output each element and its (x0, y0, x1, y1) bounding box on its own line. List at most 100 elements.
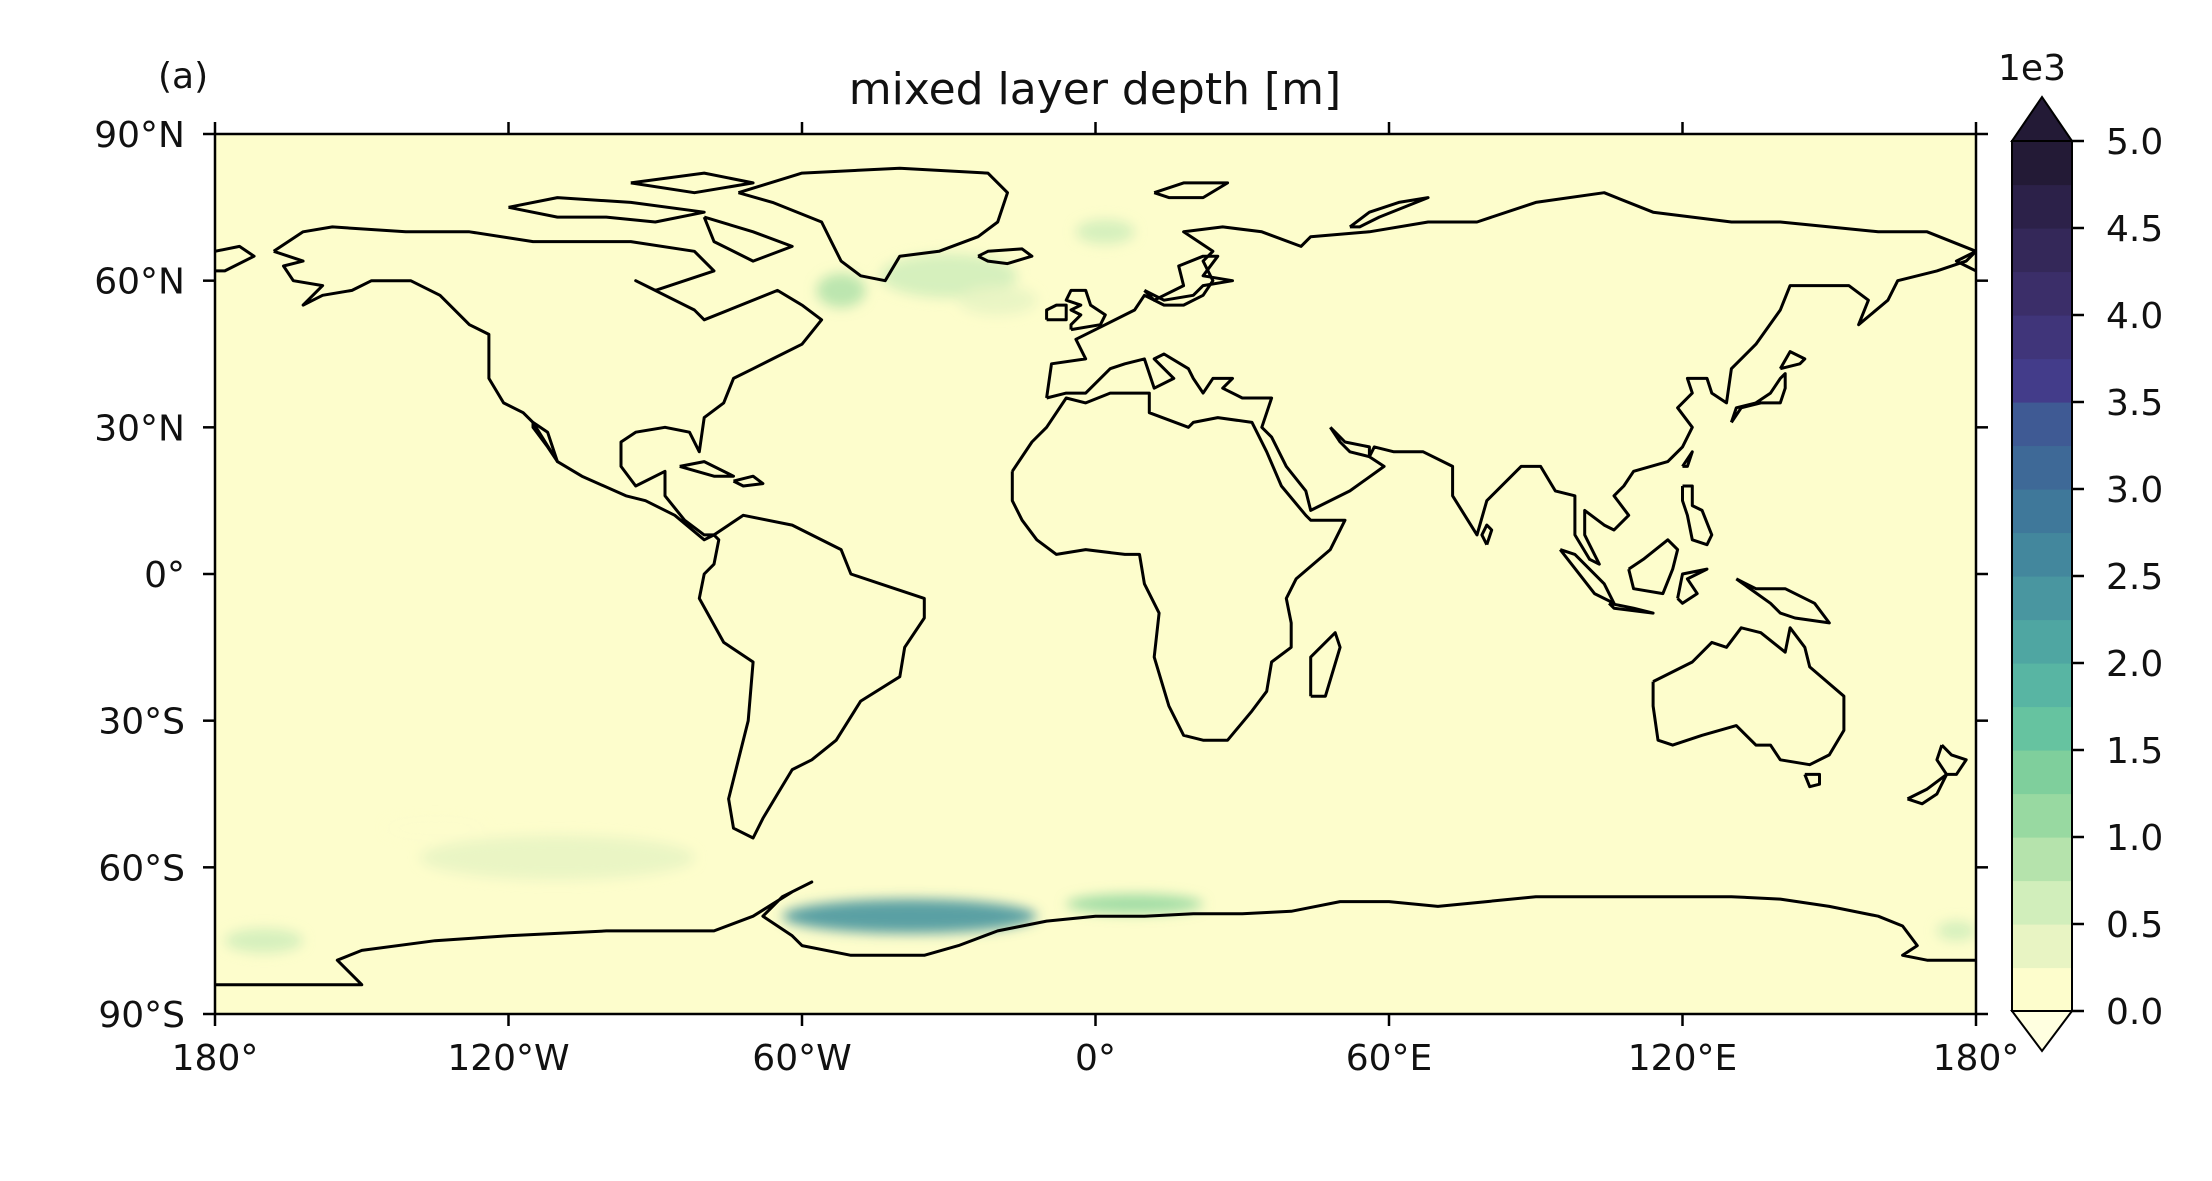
coastline-segment (1906, 772, 1949, 806)
lat-tick-label: 30°S (98, 702, 185, 743)
coastline-segment (215, 244, 256, 273)
colorbar-ticks: 5.0 4.5 4.0 3.5 3.0 2.5 2.0 1.5 1.0 0.5 0.0 (2072, 122, 2163, 1033)
coastline-segment (272, 225, 824, 542)
colorbar-level (2012, 532, 2072, 577)
coastline-segment (732, 474, 765, 488)
lat-tick-label: 90°N (94, 115, 185, 156)
coastline-segment (1627, 538, 1680, 596)
lon-tick-label: 120°E (1628, 1038, 1737, 1079)
mld-patch (420, 835, 695, 880)
map-background (215, 134, 1976, 1014)
lat-tick-label: 60°S (98, 848, 185, 889)
map-title: mixed layer depth [m] (849, 64, 1341, 115)
panel-label: (a) (158, 56, 208, 97)
colorbar-level (2012, 793, 2072, 838)
colorbar-over-triangle (2010, 95, 2074, 142)
latitude-axis: 90°N 60°N 30°N 0° 30°S 60°S 90°S (94, 115, 1988, 1036)
mld-patch (782, 899, 1037, 934)
colorbar-level (2012, 445, 2072, 490)
lat-tick-label: 90°S (98, 995, 185, 1036)
coastline-segment (1309, 631, 1342, 698)
mld-patch (1075, 219, 1135, 244)
colorbar-level (2012, 663, 2072, 708)
mld-patch (386, 818, 485, 838)
colorbar-tick-label: 3.0 (2106, 470, 2163, 511)
colorbar-level (2012, 271, 2072, 316)
colorbar-level (2012, 880, 2072, 925)
colorbar-tick-label: 2.5 (2106, 557, 2163, 598)
colorbar-under-triangle (2010, 1010, 2074, 1053)
lon-tick-label: 120°W (447, 1038, 569, 1079)
colorbar-levels (2012, 141, 2072, 1012)
map-panel (213, 132, 1978, 1016)
colorbar-level (2012, 924, 2072, 969)
colorbar-level (2012, 315, 2072, 360)
mld-patch (224, 928, 304, 953)
coastline-segment (977, 247, 1034, 266)
colorbar-level (2012, 837, 2072, 882)
colorbar-tick-label: 1.5 (2106, 731, 2163, 772)
colorbar-tick-label: 5.0 (2106, 122, 2163, 163)
coastline-segment (508, 196, 706, 224)
colorbar-tick-label: 1.0 (2106, 818, 2163, 859)
colorbar-tick-label: 3.5 (2106, 383, 2163, 424)
coastline-segment (1143, 254, 1234, 302)
mld-patch (816, 273, 866, 308)
colorbar-level (2012, 228, 2072, 273)
lon-tick-label: 180° (172, 1038, 259, 1079)
lon-tick-label: 180° (1933, 1038, 2020, 1079)
colorbar-tick-label: 4.0 (2106, 296, 2163, 337)
colorbar-tick-label: 0.5 (2106, 905, 2163, 946)
coastline-segment (1681, 450, 1694, 468)
coastline-segment (1329, 426, 1371, 459)
coastline-segment (1735, 577, 1831, 625)
colorbar-level (2012, 402, 2072, 447)
coastline-segment (531, 421, 559, 464)
colorbar-tick-label: 2.0 (2106, 644, 2163, 685)
mld-patch (1066, 894, 1204, 914)
coastlines (215, 166, 1976, 987)
colorbar-scale-label: 1e3 (1998, 48, 2066, 89)
colorbar-tick-label: 0.0 (2106, 992, 2163, 1033)
coastline-segment (737, 166, 1009, 283)
coastline-segment (1045, 191, 1976, 566)
coastline-segment (1778, 350, 1807, 371)
lat-tick-label: 60°N (94, 262, 185, 303)
coastline-segment (1010, 391, 1347, 742)
lon-tick-label: 0° (1075, 1038, 1116, 1079)
lon-tick-label: 60°W (752, 1038, 851, 1079)
coastline-segment (1651, 626, 1846, 767)
coastline-segment (1676, 567, 1709, 605)
mld-patch (1936, 921, 1976, 941)
coastline-segment (1045, 303, 1068, 322)
coastline-segment (630, 171, 755, 195)
mld-patch (958, 285, 1037, 315)
colorbar: 1e3 5.0 4.5 4.0 3.5 3.0 2.5 2.0 1.5 1.0 0.5 0.0 (1998, 48, 2163, 1053)
colorbar-level (2012, 358, 2072, 403)
colorbar-level (2012, 706, 2072, 751)
coastline-segment (1559, 548, 1616, 605)
coastline-segment (1153, 181, 1230, 200)
colorbar-tick-label: 4.5 (2106, 209, 2163, 250)
lon-tick-label: 60°E (1346, 1038, 1433, 1079)
coastline-segment (215, 880, 1976, 987)
coastline-segment (1608, 601, 1655, 615)
coastline-segment (1803, 772, 1821, 789)
coastline-segment (679, 460, 735, 478)
longitude-axis: 180° 120°W 60°W 0° 60°E 120°E 180° (172, 122, 2020, 1079)
colorbar-level (2012, 750, 2072, 795)
coastline-segment (1681, 484, 1714, 547)
coastline-segment (697, 513, 926, 840)
coastline-segment (1935, 744, 1968, 776)
colorbar-level (2012, 576, 2072, 621)
coastline-segment (1064, 288, 1107, 332)
coastline-segment (1348, 196, 1430, 229)
colorbar-level (2012, 489, 2072, 534)
lat-tick-label: 30°N (94, 408, 185, 449)
colorbar-level (2012, 967, 2072, 1012)
colorbar-level (2012, 619, 2072, 664)
colorbar-level (2012, 141, 2072, 186)
mixed-layer-depth-field (224, 219, 1976, 953)
coastline-segment (1954, 249, 1976, 273)
